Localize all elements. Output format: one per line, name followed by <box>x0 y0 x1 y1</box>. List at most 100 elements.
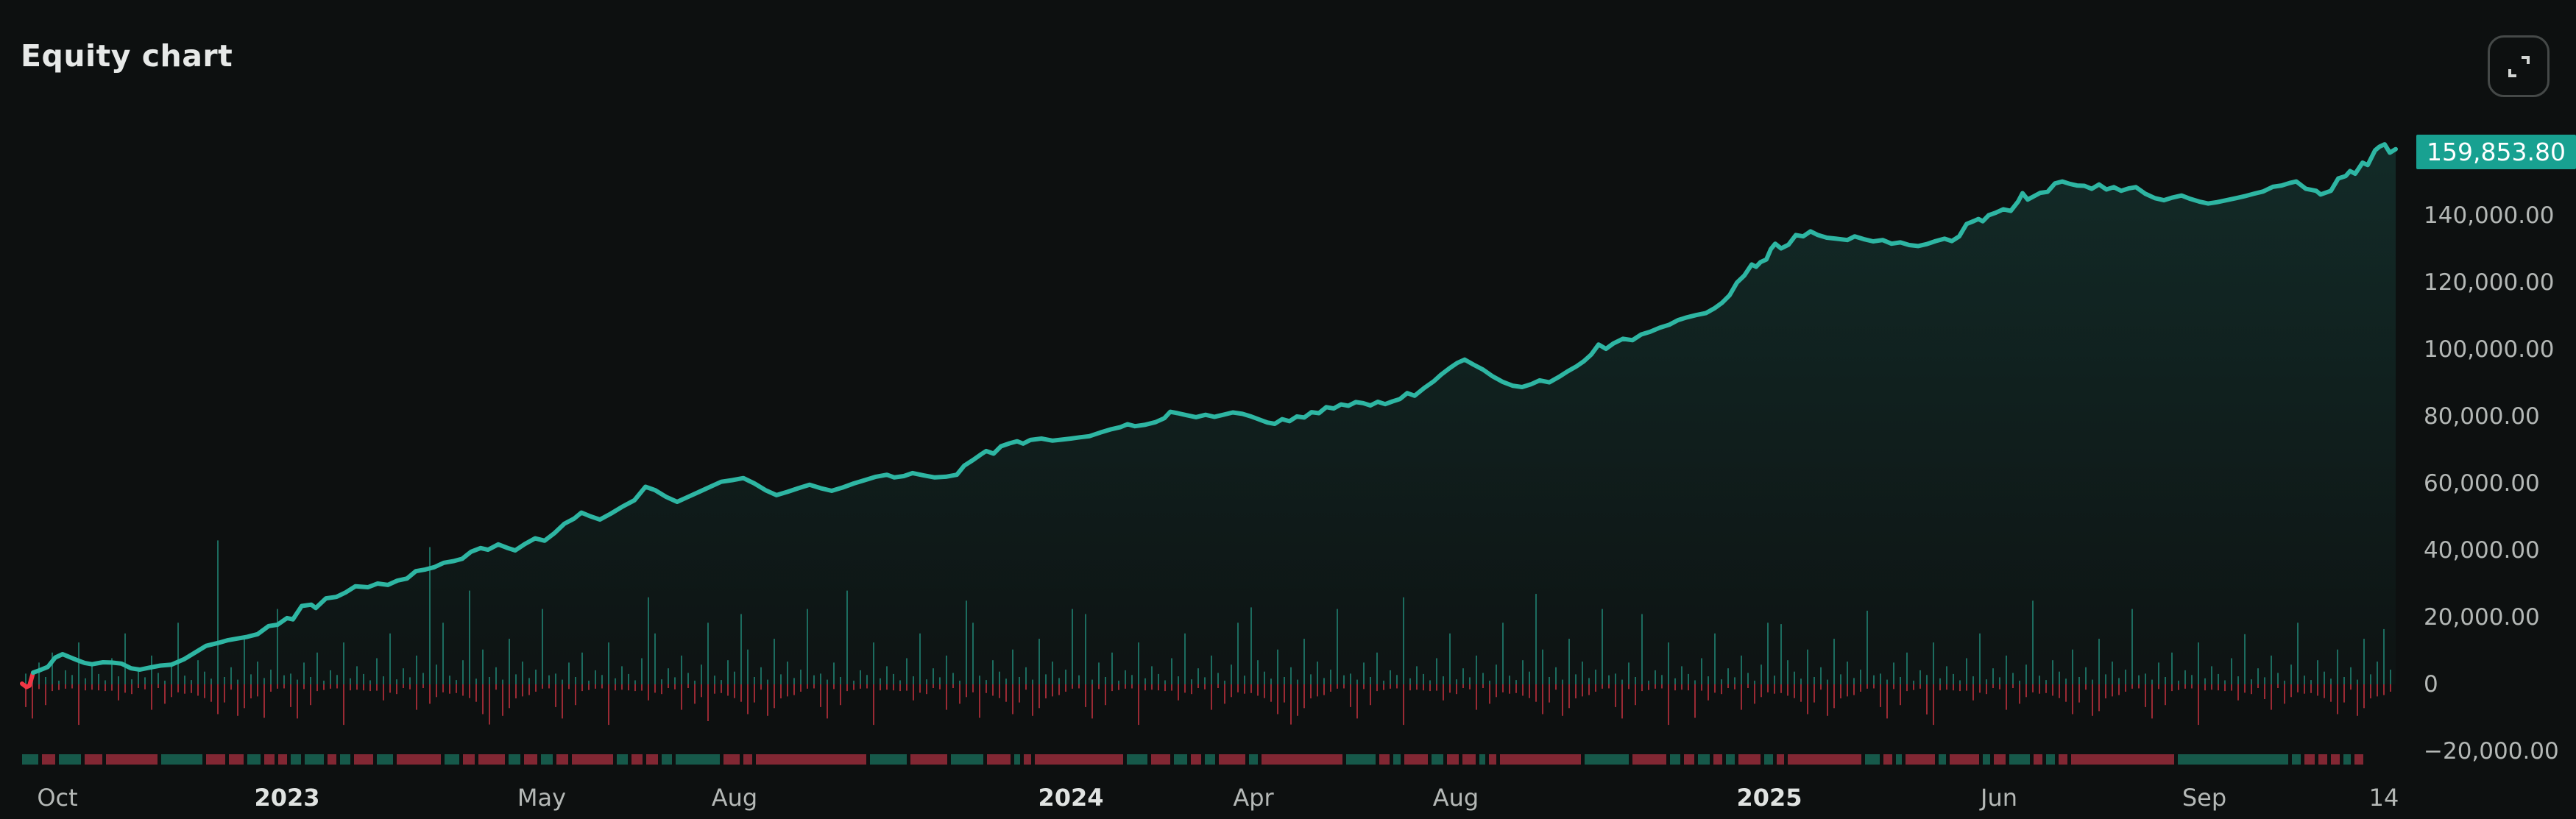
y-axis-tick-label: 60,000.00 <box>2424 470 2540 497</box>
trade-band-segment <box>42 754 55 765</box>
trade-band-segment <box>1404 754 1428 765</box>
equity-line-negative-segment <box>20 670 35 689</box>
trade-band-segment <box>541 754 553 765</box>
trade-band-segment <box>1447 754 1459 765</box>
pnl-histogram <box>25 540 2391 726</box>
y-axis-tick-label: 100,000.00 <box>2424 336 2555 363</box>
trade-band-segment <box>340 754 350 765</box>
trade-band-segment <box>1393 754 1401 765</box>
trade-band-segment <box>85 754 102 765</box>
trade-band-segment <box>1151 754 1170 765</box>
trade-band-segment <box>2178 754 2288 765</box>
x-axis-tick-label: 2025 <box>1736 784 1802 812</box>
trade-band-segment <box>1764 754 1773 765</box>
trade-band-segment <box>1726 754 1735 765</box>
y-axis-tick-label: 120,000.00 <box>2424 269 2555 296</box>
trade-band-segment <box>951 754 983 765</box>
trade-band-segment <box>1585 754 1629 765</box>
x-axis-tick-label: Jun <box>1981 784 2017 812</box>
trade-band-segment <box>1906 754 1935 765</box>
trade-band-segment <box>1994 754 2006 765</box>
trade-band-segment <box>397 754 441 765</box>
trade-band-segment <box>2046 754 2055 765</box>
trade-band-segment <box>1432 754 1443 765</box>
trade-band-segment <box>478 754 505 765</box>
trade-band-segment <box>1713 754 1722 765</box>
trade-band-segment <box>247 754 261 765</box>
trade-band-segment <box>524 754 537 765</box>
trade-band-segment <box>1632 754 1666 765</box>
trade-band-segment <box>1249 754 1258 765</box>
trade-band-segment <box>161 754 202 765</box>
trade-band-segment <box>229 754 244 765</box>
trade-band-segment <box>1219 754 1245 765</box>
trade-band-segment <box>1479 754 1485 765</box>
trade-band-segment <box>59 754 81 765</box>
x-axis-tick-label: Oct <box>37 784 78 812</box>
trade-band-segment <box>2318 754 2327 765</box>
trade-band-segment <box>1670 754 1680 765</box>
y-axis-tick-label: 20,000.00 <box>2424 604 2540 631</box>
trade-band-segment <box>723 754 740 765</box>
last-value-badge: 159,853.80 <box>2416 135 2576 169</box>
trade-band-segment <box>631 754 643 765</box>
trade-band-segment <box>377 754 393 765</box>
expand-corners-icon <box>2504 52 2533 81</box>
y-axis-tick-label: 40,000.00 <box>2424 537 2540 564</box>
trade-band-segment <box>676 754 720 765</box>
trade-band-segment <box>354 754 373 765</box>
x-axis-tick-label: Sep <box>2182 784 2227 812</box>
trade-result-band <box>22 754 2363 765</box>
trade-band-segment <box>1205 754 1215 765</box>
trade-band-segment <box>509 754 520 765</box>
trade-band-segment <box>106 754 158 765</box>
trade-band-segment <box>305 754 324 765</box>
trade-band-segment <box>2292 754 2301 765</box>
x-axis-tick-label: 2023 <box>254 784 320 812</box>
x-axis-tick-label: 14 <box>2368 784 2399 812</box>
trade-band-segment <box>556 754 568 765</box>
trade-band-segment <box>662 754 672 765</box>
trade-band-segment <box>1191 754 1201 765</box>
trade-band-segment <box>1262 754 1342 765</box>
trade-band-segment <box>1939 754 1946 765</box>
x-axis-tick-label: 2024 <box>1038 784 1104 812</box>
trade-band-segment <box>1698 754 1710 765</box>
trade-band-segment <box>910 754 947 765</box>
trade-band-segment <box>1777 754 1784 765</box>
trade-band-segment <box>987 754 1011 765</box>
trade-band-segment <box>1896 754 1902 765</box>
x-axis-tick-label: Aug <box>1432 784 1479 812</box>
trade-band-segment <box>572 754 613 765</box>
trade-band-segment <box>1346 754 1376 765</box>
trade-band-segment <box>1983 754 1990 765</box>
trade-band-segment <box>2034 754 2042 765</box>
trade-band-segment <box>22 754 38 765</box>
trade-band-segment <box>2059 754 2067 765</box>
equity-area-fill <box>33 144 2396 685</box>
trade-band-segment <box>1865 754 1880 765</box>
trade-band-segment <box>264 754 275 765</box>
trade-band-segment <box>1462 754 1476 765</box>
trade-band-segment <box>1489 754 1496 765</box>
x-axis-tick-label: Aug <box>711 784 758 812</box>
x-axis-tick-label: Apr <box>1233 784 1274 812</box>
trade-band-segment <box>1788 754 1861 765</box>
expand-button[interactable] <box>2488 35 2550 97</box>
trade-band-segment <box>1127 754 1147 765</box>
trade-band-segment <box>2304 754 2315 765</box>
trade-band-segment <box>1738 754 1761 765</box>
equity-line <box>31 142 2398 676</box>
trade-band-segment <box>1684 754 1694 765</box>
y-axis-tick-label: 80,000.00 <box>2424 403 2540 430</box>
trade-band-segment <box>291 754 301 765</box>
trade-band-segment <box>463 754 475 765</box>
trade-band-segment <box>2071 754 2174 765</box>
trade-band-segment <box>617 754 628 765</box>
trade-band-segment <box>1014 754 1020 765</box>
trade-band-segment <box>2343 754 2351 765</box>
trade-band-segment <box>1174 754 1187 765</box>
trade-band-segment <box>1035 754 1123 765</box>
